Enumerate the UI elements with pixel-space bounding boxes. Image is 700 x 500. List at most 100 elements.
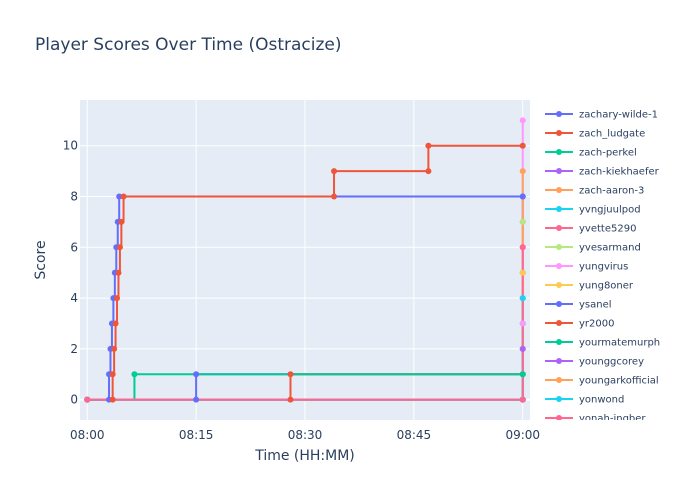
y-tick-label: 4 xyxy=(70,291,78,305)
y-tick-label: 2 xyxy=(70,342,78,356)
data-point xyxy=(116,193,123,200)
chart-title: Player Scores Over Time (Ostracize) xyxy=(35,35,342,55)
legend-marker-swatch xyxy=(556,320,562,326)
legend-marker-swatch xyxy=(556,358,562,364)
legend-label: yonah-ingber xyxy=(579,414,646,425)
data-point xyxy=(115,269,122,276)
y-tick-label: 6 xyxy=(70,240,78,254)
data-point xyxy=(114,295,121,302)
series-points xyxy=(84,117,526,403)
legend-label: yungvirus xyxy=(579,262,628,273)
data-point xyxy=(112,320,119,327)
y-tick-label: 0 xyxy=(70,393,78,407)
data-point xyxy=(519,295,526,302)
data-point xyxy=(116,244,123,251)
y-tick-labels: 0 2 4 6 8 10 xyxy=(63,139,78,407)
data-point xyxy=(109,371,116,378)
legend-label: zach_ludgate xyxy=(579,129,645,140)
data-point xyxy=(519,168,526,175)
legend-marker-swatch xyxy=(556,263,562,269)
x-tick-label: 08:30 xyxy=(288,428,323,442)
data-point xyxy=(131,371,138,378)
data-point xyxy=(287,371,294,378)
legend-label: yvette5290 xyxy=(579,224,636,235)
legend-label: younggcorey xyxy=(579,357,644,368)
legend-item[interactable]: youngarkofficial xyxy=(545,376,659,387)
data-point xyxy=(425,142,432,149)
legend-label: yr2000 xyxy=(579,319,614,330)
legend-label: yourmatemurph xyxy=(579,338,660,349)
legend-marker-swatch xyxy=(556,377,562,383)
data-point xyxy=(519,244,526,251)
y-axis-title: Score xyxy=(33,240,49,279)
legend-marker-swatch xyxy=(556,206,562,212)
data-point xyxy=(111,345,118,352)
legend-item[interactable]: yvesarmand xyxy=(545,243,641,254)
legend-marker-swatch xyxy=(556,415,562,420)
legend-label: zachary-wilde-1 xyxy=(579,110,658,121)
legend-marker-swatch xyxy=(556,339,562,345)
legend-label: yvesarmand xyxy=(579,243,641,254)
data-point xyxy=(331,193,338,200)
data-point xyxy=(425,168,432,175)
y-tick-label: 10 xyxy=(63,139,78,153)
legend-item[interactable]: ysanel xyxy=(545,300,612,311)
data-point xyxy=(287,396,294,403)
y-tick-label: 8 xyxy=(70,190,78,204)
legend-marker-swatch xyxy=(556,225,562,231)
x-tick-label: 08:15 xyxy=(179,428,214,442)
x-axis-title: Time (HH:MM) xyxy=(254,448,355,464)
data-point xyxy=(120,193,127,200)
legend[interactable]: zachary-wilde-1 zach_ludgate zach-perkel za… xyxy=(545,110,660,425)
legend-item[interactable]: yungvirus xyxy=(545,262,628,273)
data-point xyxy=(519,218,526,225)
legend-marker-swatch xyxy=(556,187,562,193)
data-point xyxy=(193,396,200,403)
data-point xyxy=(84,396,91,403)
legend-label: zach-perkel xyxy=(579,148,637,159)
data-point xyxy=(519,345,526,352)
legend-item[interactable]: zach-perkel xyxy=(545,148,637,159)
legend-marker-swatch xyxy=(556,301,562,307)
legend-marker-swatch xyxy=(556,396,562,402)
legend-item[interactable]: yr2000 xyxy=(545,319,614,330)
legend-item[interactable]: zach-aaron-3 xyxy=(545,186,644,197)
data-point xyxy=(519,142,526,149)
legend-label: youngarkofficial xyxy=(579,376,659,387)
legend-label: yonwond xyxy=(579,395,624,406)
legend-item[interactable]: yonwond xyxy=(545,395,624,406)
legend-marker-swatch xyxy=(556,168,562,174)
data-point xyxy=(519,396,526,403)
x-tick-labels: 08:00 08:15 08:30 08:45 09:00 xyxy=(70,428,540,442)
legend-item[interactable]: zachary-wilde-1 xyxy=(545,110,658,121)
legend-marker-swatch xyxy=(556,130,562,136)
x-tick-label: 08:00 xyxy=(70,428,105,442)
data-point xyxy=(109,396,116,403)
legend-item[interactable]: younggcorey xyxy=(545,357,644,368)
legend-item[interactable]: zach-kiekhaefer xyxy=(545,167,660,178)
legend-item[interactable]: zach_ludgate xyxy=(545,129,645,140)
data-point xyxy=(118,218,125,225)
data-point xyxy=(193,371,200,378)
data-point xyxy=(519,320,526,327)
data-point xyxy=(519,269,526,276)
data-point xyxy=(519,117,526,124)
legend-marker-swatch xyxy=(556,111,562,117)
legend-marker-swatch xyxy=(556,244,562,250)
data-point xyxy=(519,193,526,200)
x-tick-label: 08:45 xyxy=(397,428,432,442)
legend-label: yung8oner xyxy=(579,281,634,292)
legend-marker-swatch xyxy=(556,282,562,288)
x-tick-label: 09:00 xyxy=(505,428,540,442)
legend-item[interactable]: yvngjuulpod xyxy=(545,205,641,216)
data-point xyxy=(519,371,526,378)
legend-label: zach-kiekhaefer xyxy=(579,167,660,178)
legend-label: zach-aaron-3 xyxy=(579,186,644,197)
legend-item[interactable]: yourmatemurph xyxy=(545,338,660,349)
legend-item[interactable]: yung8oner xyxy=(545,281,634,292)
legend-item[interactable]: yonah-ingber xyxy=(545,414,646,425)
legend-marker-swatch xyxy=(556,149,562,155)
legend-label: yvngjuulpod xyxy=(579,205,641,216)
legend-item[interactable]: yvette5290 xyxy=(545,224,636,235)
